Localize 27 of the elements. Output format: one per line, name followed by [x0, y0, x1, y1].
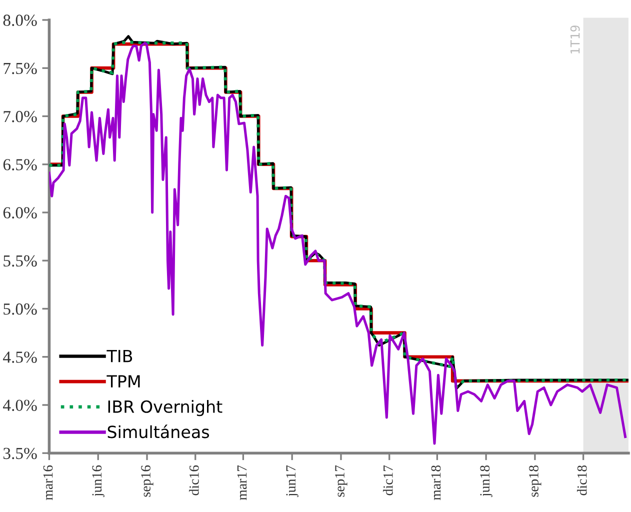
y-tick-label: 4.5%: [3, 352, 37, 363]
x-tick-label: jun16: [92, 465, 104, 497]
y-tick-label: 4.0%: [3, 400, 37, 412]
legend-label: TPM: [106, 375, 140, 388]
band-label: 1T19: [570, 26, 580, 54]
y-tick-label: 5.0%: [4, 303, 37, 315]
x-tick-label: mar18: [431, 465, 441, 500]
y-tick-label: 6.5%: [3, 159, 37, 170]
x-tick-label: mar17: [237, 465, 247, 500]
x-tick-label: sep17: [335, 465, 348, 497]
y-tick-label: 8.0%: [3, 14, 37, 26]
x-tick-label: sep18: [529, 465, 542, 497]
legend-label: TIB: [106, 350, 132, 362]
x-tick-label: dic17: [383, 465, 393, 496]
y-tick-label: 7.5%: [4, 62, 37, 74]
x-tick-label: jun17: [286, 465, 298, 497]
legend-label: Simultáneas: [108, 424, 210, 438]
y-tick-label: 7.0%: [4, 110, 37, 122]
y-tick-label: 5.5%: [4, 255, 37, 267]
x-tick-label: dic18: [577, 465, 587, 496]
x-tick-label: dic16: [189, 465, 199, 496]
x-tick-label: sep16: [141, 465, 154, 497]
y-tick-label: 6.0%: [3, 207, 37, 218]
y-tick-label: 3.5%: [3, 448, 37, 460]
legend-label: IBR Overnight: [108, 400, 222, 416]
x-tick-label: jun18: [480, 465, 492, 497]
x-tick-label: mar16: [43, 465, 53, 500]
